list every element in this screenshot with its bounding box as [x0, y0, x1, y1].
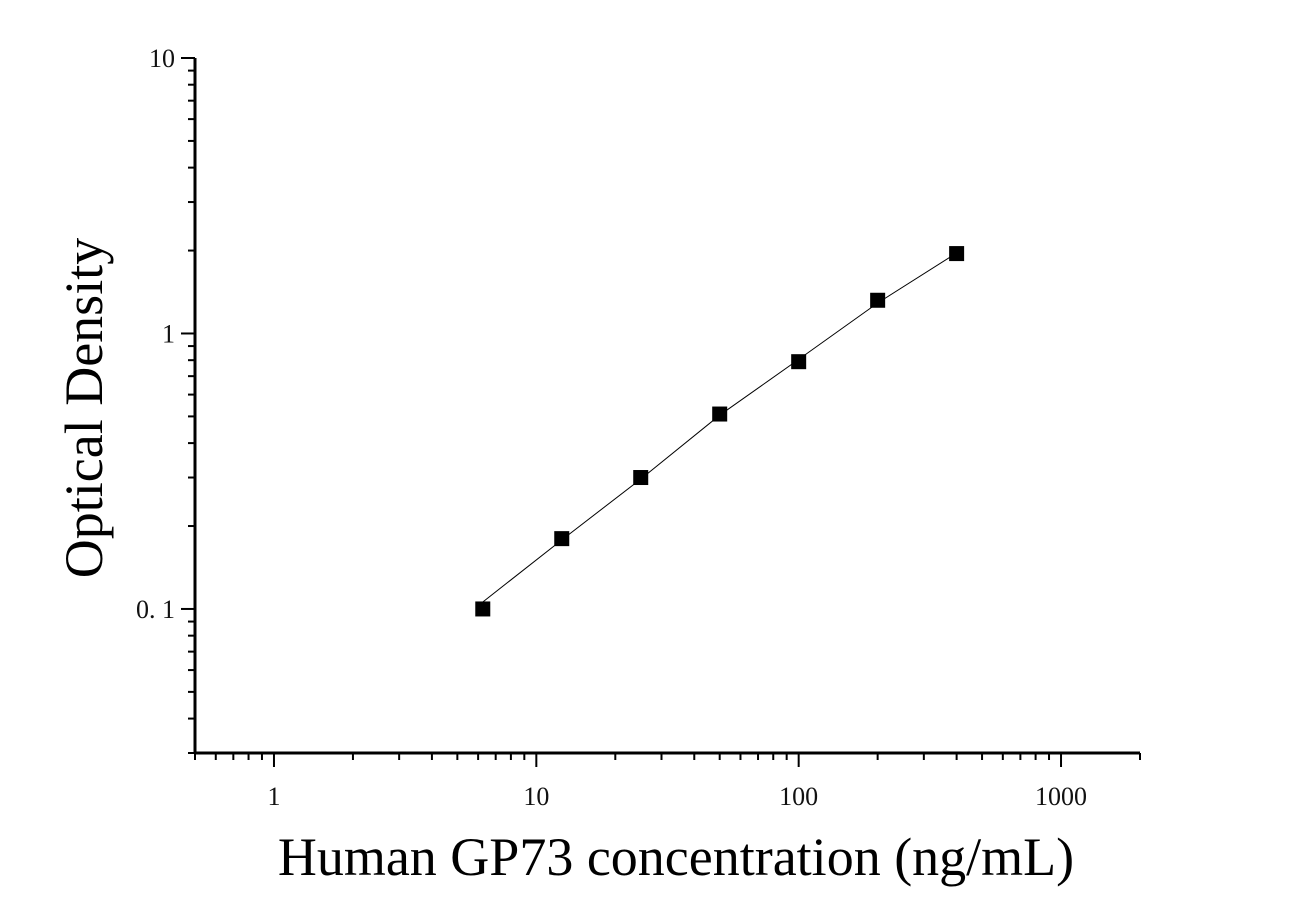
data-point	[633, 470, 649, 486]
y-tick-label: 0. 1	[136, 595, 175, 624]
axis-ticks	[181, 57, 1141, 767]
axes	[193, 58, 1140, 755]
data-point	[949, 246, 965, 262]
data-point	[712, 406, 728, 422]
x-tick-label: 10	[523, 782, 549, 811]
data-point	[475, 601, 491, 617]
x-tick-label: 1000	[1035, 782, 1087, 811]
y-axis-title: Optical Density	[54, 238, 114, 578]
fit-curve	[482, 252, 957, 603]
x-tick-label: 100	[779, 782, 818, 811]
x-axis-title: Human GP73 concentration (ng/mL)	[278, 827, 1074, 887]
y-tick-label: 1	[162, 319, 175, 348]
x-tick-label: 1	[267, 782, 280, 811]
data-point	[791, 354, 807, 370]
data-point	[554, 531, 570, 547]
y-tick-label: 10	[149, 44, 175, 73]
tick-labels: 1 10 100 1000 0. 1 1 10	[136, 44, 1087, 811]
data-points	[475, 246, 965, 617]
data-point	[870, 292, 886, 308]
